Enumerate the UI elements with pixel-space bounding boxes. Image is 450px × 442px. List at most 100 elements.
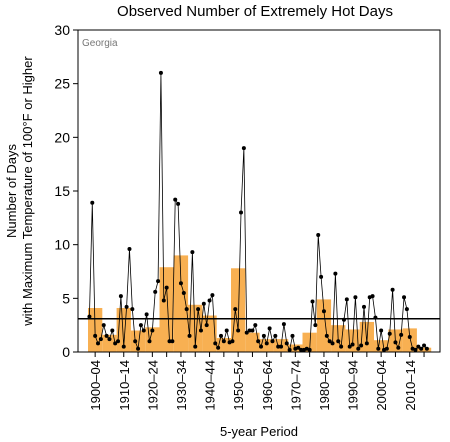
bar — [216, 338, 231, 352]
yearly-point — [187, 333, 192, 338]
yearly-point — [204, 323, 209, 328]
yearly-point — [230, 339, 235, 344]
yearly-point — [210, 293, 215, 298]
yearly-point — [256, 339, 261, 344]
yearly-point — [153, 289, 158, 294]
yearly-point — [416, 344, 421, 349]
yearly-point — [290, 333, 295, 338]
yearly-point — [264, 341, 269, 346]
yearly-point — [184, 307, 189, 312]
yearly-point — [336, 339, 341, 344]
x-tick-label: 1940–44 — [203, 360, 218, 411]
bar — [231, 268, 246, 352]
yearly-point — [356, 346, 361, 351]
yearly-point — [321, 309, 326, 314]
bar — [416, 347, 432, 352]
yearly-point — [350, 342, 355, 347]
yearly-point — [196, 307, 201, 312]
yearly-point — [233, 307, 238, 312]
yearly-point — [267, 326, 272, 331]
y-tick-label: 25 — [54, 76, 70, 92]
yearly-point — [287, 347, 292, 352]
yearly-point — [110, 328, 115, 333]
yearly-point — [130, 307, 135, 312]
y-tick-label: 30 — [54, 22, 70, 38]
yearly-point — [407, 334, 412, 339]
yearly-point — [181, 290, 186, 295]
yearly-point — [127, 246, 132, 251]
annotation: Georgia — [82, 38, 118, 49]
x-axis-label: 5-year Period — [220, 424, 298, 439]
yearly-point — [379, 328, 384, 333]
yearly-point — [324, 333, 329, 338]
x-tick-label: 1970–74 — [288, 360, 303, 411]
yearly-point — [327, 339, 332, 344]
yearly-point — [207, 298, 212, 303]
y-tick-label: 5 — [62, 290, 70, 306]
yearly-point — [221, 339, 226, 344]
yearly-point — [299, 347, 304, 352]
x-tick-label: 1900–04 — [88, 360, 103, 411]
yearly-point — [361, 304, 366, 309]
yearly-point — [138, 323, 143, 328]
x-tick-label: 1980–84 — [317, 360, 332, 411]
yearly-point — [279, 344, 284, 349]
yearly-point — [241, 146, 246, 151]
plot-frame — [77, 29, 441, 353]
yearly-point — [124, 304, 129, 309]
x-tick-label: 1990–94 — [346, 360, 361, 411]
bar — [102, 334, 117, 352]
yearly-point — [176, 201, 181, 206]
yearly-point — [136, 346, 141, 351]
yearly-point — [161, 298, 166, 303]
yearly-point — [101, 323, 106, 328]
bar — [259, 339, 274, 352]
yearly-point — [270, 339, 275, 344]
y-tick-label: 0 — [62, 344, 70, 360]
yearly-point — [339, 344, 344, 349]
x-tick-label: 1950–54 — [231, 360, 246, 411]
yearly-point — [156, 279, 161, 284]
yearly-point — [167, 339, 172, 344]
x-tick-label: 2010–14 — [403, 360, 418, 411]
x-tick-label: 2000–04 — [374, 360, 389, 411]
yearly-point — [330, 341, 335, 346]
yearly-point — [259, 344, 264, 349]
yearly-point — [133, 339, 138, 344]
yearly-point — [422, 343, 427, 348]
yearly-point — [170, 339, 175, 344]
yearly-point — [307, 347, 312, 352]
yearly-point — [116, 339, 121, 344]
yearly-point — [310, 299, 315, 304]
yearly-point — [404, 307, 409, 312]
x-tick-label: 1920–24 — [145, 360, 160, 411]
yearly-point — [93, 333, 98, 338]
bar — [374, 340, 389, 352]
yearly-point — [402, 295, 407, 300]
yearly-point — [218, 333, 223, 338]
yearly-point — [253, 323, 258, 328]
yearly-point — [370, 294, 375, 299]
yearly-point — [396, 345, 401, 350]
yearly-point — [113, 341, 118, 346]
yearly-point — [98, 337, 103, 342]
yearly-point — [173, 197, 178, 202]
x-tick-label: 1910–14 — [117, 360, 132, 411]
yearly-point — [247, 328, 252, 333]
yearly-point — [399, 332, 404, 337]
yearly-point — [319, 274, 324, 279]
yearly-point — [239, 210, 244, 215]
yearly-point — [359, 343, 364, 348]
yearly-point — [387, 331, 392, 336]
yearly-point — [313, 323, 318, 328]
yearly-point — [150, 328, 155, 333]
yearly-point — [261, 333, 266, 338]
yearly-point — [216, 345, 221, 350]
yearly-point — [250, 328, 255, 333]
yearly-point — [147, 339, 152, 344]
yearly-point — [236, 328, 241, 333]
yearly-point — [193, 344, 198, 349]
bar — [173, 255, 189, 352]
yearly-point — [141, 328, 146, 333]
